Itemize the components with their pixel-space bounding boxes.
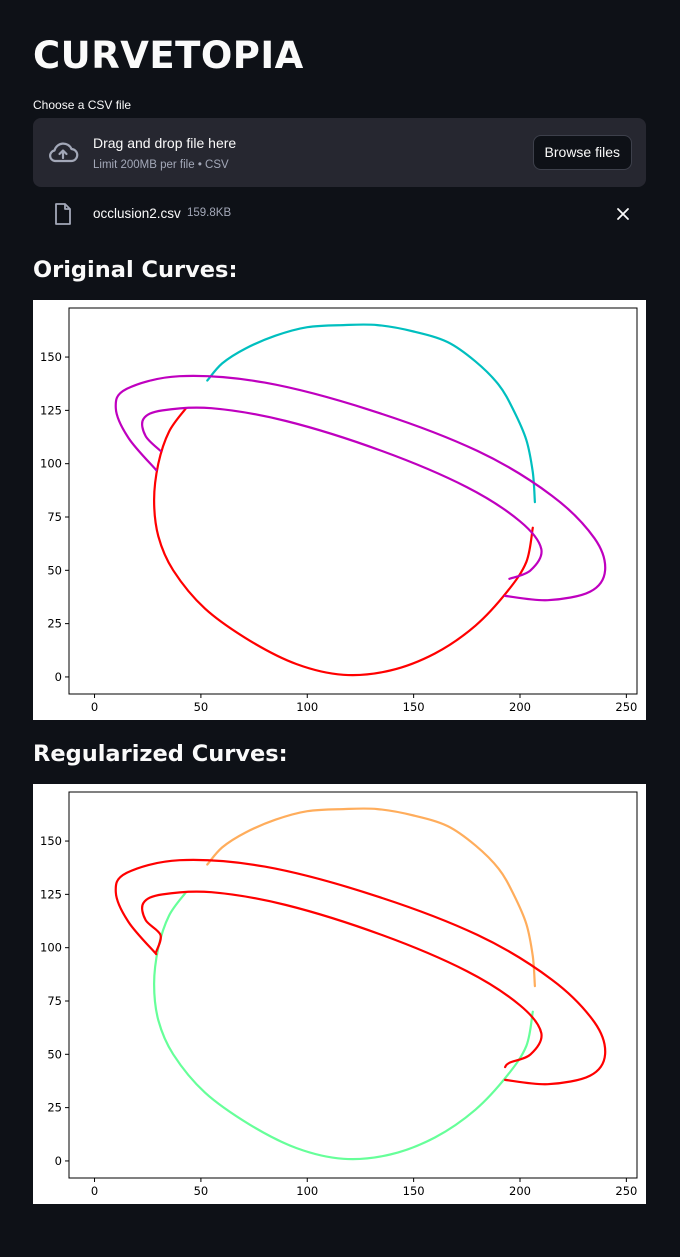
x-tick-label: 0 — [91, 700, 98, 714]
app-title: CURVETOPIA — [33, 34, 304, 77]
x-tick-label: 200 — [509, 1184, 531, 1198]
regularized-curves-plot: 0 50 100 150 200 250 0 25 50 75 100 125 150 — [33, 784, 646, 1204]
x-tick-label: 50 — [194, 700, 209, 714]
x-tick-label: 250 — [615, 700, 637, 714]
curve-series-3 — [114, 374, 607, 602]
curve-series-1 — [206, 323, 536, 504]
x-tick-label: 150 — [403, 700, 425, 714]
cloud-upload-icon — [49, 142, 79, 163]
curve-series-3 — [114, 858, 607, 1086]
curve-series-1 — [206, 807, 536, 988]
y-tick-label: 0 — [55, 1154, 62, 1168]
curve-series-4 — [141, 406, 543, 580]
file-dropzone[interactable]: Drag and drop file here Limit 200MB per … — [33, 118, 646, 187]
original-curves-chart: 0 50 100 150 200 250 0 25 50 75 100 125 150 — [40, 307, 638, 714]
y-tick-label: 125 — [40, 403, 62, 417]
y-tick-label: 25 — [47, 617, 62, 631]
uploader-label: Choose a CSV file — [33, 98, 132, 112]
y-tick-label: 75 — [47, 994, 62, 1008]
curve-series-4 — [141, 890, 543, 1069]
y-tick-label: 100 — [40, 457, 62, 471]
y-tick-label: 150 — [40, 834, 62, 848]
y-tick-label: 0 — [55, 670, 62, 684]
original-curves-heading: Original Curves: — [33, 257, 238, 283]
x-tick-label: 250 — [615, 1184, 637, 1198]
regularized-curves-heading: Regularized Curves: — [33, 741, 288, 767]
curve-series-2 — [153, 891, 534, 1161]
close-icon[interactable] — [616, 207, 630, 221]
y-tick-label: 125 — [40, 887, 62, 901]
curve-series-2 — [153, 407, 534, 677]
y-tick-label: 150 — [40, 350, 62, 364]
y-tick-label: 50 — [47, 563, 62, 577]
plot-frame — [68, 791, 638, 1179]
plot-frame — [68, 307, 638, 695]
dropzone-limit: Limit 200MB per file • CSV — [93, 159, 229, 171]
original-curves-plot: 0 50 100 150 200 250 0 25 50 75 100 125 150 — [33, 300, 646, 720]
y-tick-label: 50 — [47, 1047, 62, 1061]
x-tick-label: 50 — [194, 1184, 209, 1198]
file-icon — [55, 203, 71, 225]
x-tick-label: 100 — [296, 1184, 318, 1198]
file-size: 159.8KB — [187, 207, 232, 219]
x-tick-label: 150 — [403, 1184, 425, 1198]
uploaded-file-row: occlusion2.csv 159.8KB — [33, 200, 646, 228]
y-tick-label: 75 — [47, 510, 62, 524]
x-tick-label: 0 — [91, 1184, 98, 1198]
y-tick-label: 100 — [40, 941, 62, 955]
dropzone-instructions: Drag and drop file here — [93, 135, 237, 151]
y-tick-label: 25 — [47, 1101, 62, 1115]
regularized-curves-chart: 0 50 100 150 200 250 0 25 50 75 100 125 150 — [40, 791, 638, 1198]
file-name: occlusion2.csv — [93, 206, 181, 221]
browse-files-button[interactable]: Browse files — [532, 135, 632, 170]
x-tick-label: 100 — [296, 700, 318, 714]
x-tick-label: 200 — [509, 700, 531, 714]
